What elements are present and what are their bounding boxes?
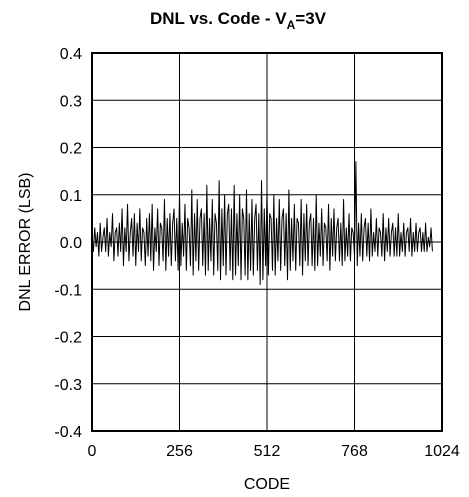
y-tick-label: -0.1 [54,282,82,299]
x-tick-label: 512 [254,443,281,460]
y-axis-label: DNL ERROR (LSB) [17,173,34,312]
x-tick-label: 0 [88,443,97,460]
y-tick-label: 0.4 [60,46,82,63]
x-tick-label: 768 [341,443,368,460]
y-tick-label: 0.0 [60,235,82,252]
y-tick-label: 0.1 [60,188,82,205]
y-tick-label: -0.2 [54,330,82,347]
y-tick-label: -0.3 [54,377,82,394]
y-tick-label: -0.4 [54,424,82,441]
x-tick-label: 256 [166,443,193,460]
x-tick-label: 1024 [424,443,460,460]
y-tick-label: 0.2 [60,141,82,158]
y-tick-label: 0.3 [60,93,82,110]
x-axis-label: CODE [244,476,290,493]
plot-frame [91,52,443,432]
chart-title: DNL vs. Code - VA=3V [150,9,327,32]
x-tick-labels: 0 256 512 768 1024 [88,443,460,460]
y-tick-labels: 0.4 0.3 0.2 0.1 0.0 -0.1 -0.2 -0.3 -0.4 [54,46,82,441]
dnl-series-line [91,161,433,286]
series-layer [91,161,433,286]
